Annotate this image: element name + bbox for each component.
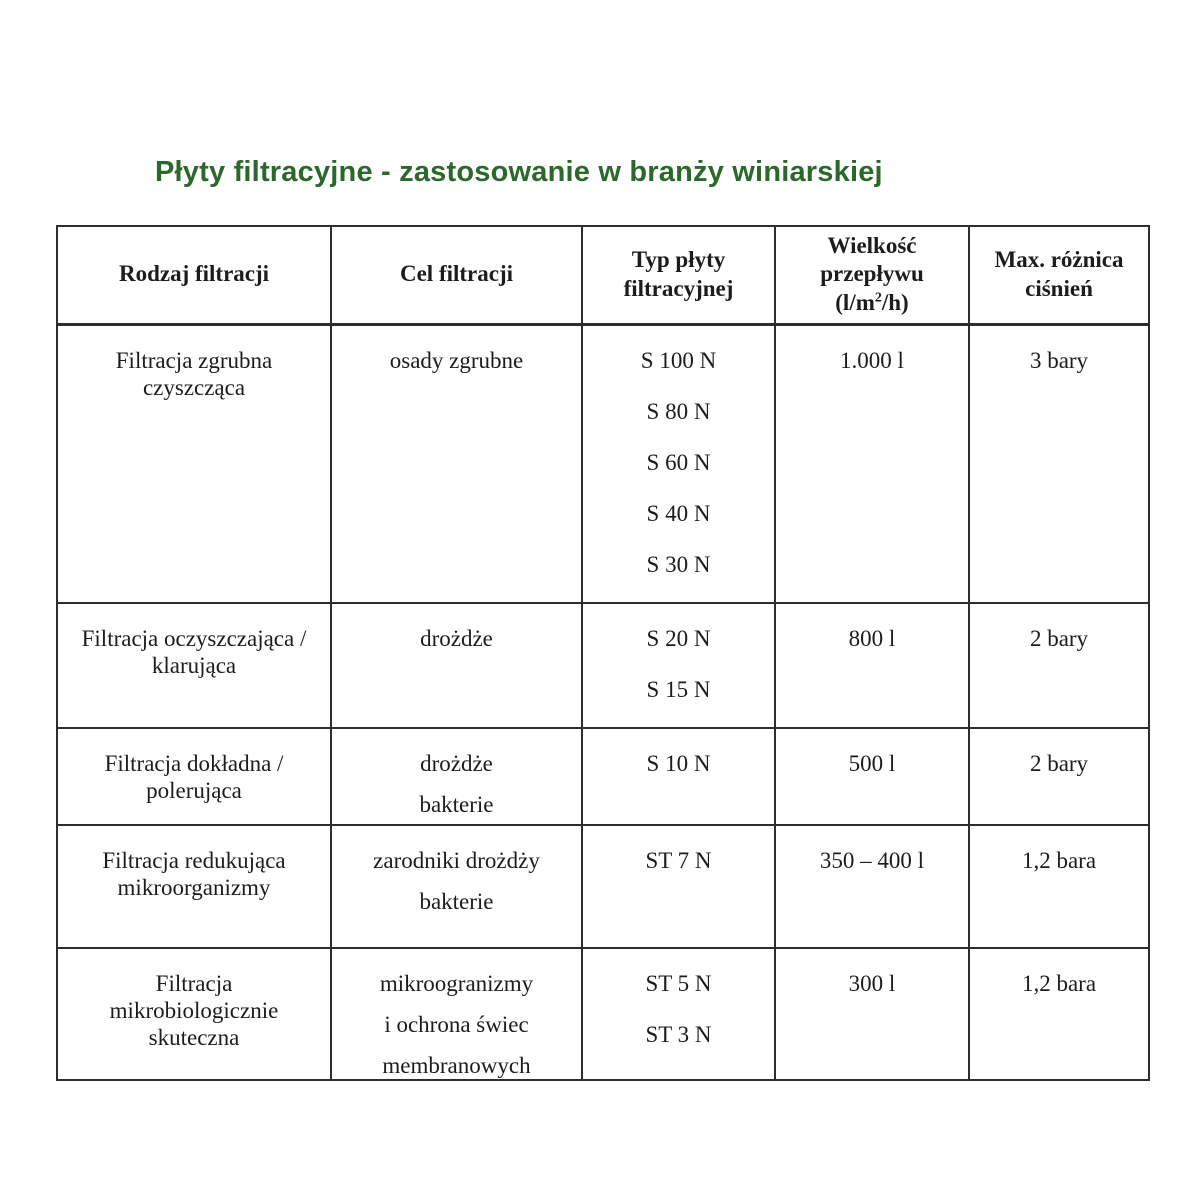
cell-rodzaj: Filtracja oczyszczająca / klarująca: [56, 601, 332, 729]
page-title: Płyty filtracyjne - zastosowanie w branż…: [155, 156, 883, 188]
table-row: Filtracja dokładna / polerująca drożdże …: [56, 726, 1150, 826]
cell-typ-plyty: ST 7 N: [581, 823, 776, 949]
col-header-rodzaj-filtracji: Rodzaj filtracji: [56, 225, 332, 326]
cell-cisnienie: 1,2 bara: [968, 823, 1150, 949]
filter-plates-table: Rodzaj filtracji Cel filtracji Typ płyty…: [56, 225, 1150, 1081]
unit-superscript: 2: [874, 290, 882, 306]
cell-cel: drożdże bakterie: [330, 726, 583, 826]
cell-rodzaj: Filtracja mikrobiologicznie skuteczna: [56, 946, 332, 1081]
cell-przeplyw: 500 l: [774, 726, 970, 826]
header-unit: (l/m2/h): [835, 290, 909, 316]
plate-type: S 100 N: [640, 347, 717, 373]
header-label: Rodzaj filtracji: [118, 261, 270, 287]
header-label-line: Wielkość: [827, 232, 917, 258]
cell-cel: mikroogranizmy i ochrona świec membranow…: [330, 946, 583, 1081]
plate-type: ST 3 N: [645, 1021, 712, 1047]
cell-przeplyw: 800 l: [774, 601, 970, 729]
table-row: Filtracja oczyszczająca / klarująca droż…: [56, 601, 1150, 729]
header-label-line: Typ płyty: [631, 247, 726, 272]
cell-cel: osady zgrubne: [330, 323, 583, 604]
header-label-line: filtracyjnej: [623, 275, 734, 301]
cell-przeplyw: 350 – 400 l: [774, 823, 970, 949]
cell-cisnienie: 2 bary: [968, 726, 1150, 826]
col-header-wielkosc-przeplywu: Wielkość przepływu (l/m2/h): [774, 225, 970, 326]
plate-type: S 20 N: [646, 625, 711, 651]
table-row: Filtracja mikrobiologicznie skuteczna mi…: [56, 946, 1150, 1081]
plate-type: S 10 N: [646, 750, 711, 776]
cell-typ-plyty: S 100 N S 80 N S 60 N S 40 N S 30 N: [581, 323, 776, 604]
cell-typ-plyty: S 10 N: [581, 726, 776, 826]
header-label: Cel filtracji: [399, 261, 514, 287]
cell-typ-plyty: ST 5 N ST 3 N: [581, 946, 776, 1081]
cell-przeplyw: 300 l: [774, 946, 970, 1081]
cell-przeplyw: 1.000 l: [774, 323, 970, 604]
cell-cisnienie: 2 bary: [968, 601, 1150, 729]
plate-type: S 60 N: [646, 449, 711, 475]
plate-type: ST 5 N: [645, 970, 712, 996]
col-header-cel-filtracji: Cel filtracji: [330, 225, 583, 326]
cell-rodzaj: Filtracja zgrubna czyszcząca: [56, 323, 332, 604]
header-label-line: Max. różnica: [994, 247, 1124, 272]
plate-type: S 15 N: [646, 676, 711, 702]
cell-rodzaj: Filtracja dokładna / polerująca: [56, 726, 332, 826]
plate-type: S 80 N: [646, 398, 711, 424]
cell-cel: drożdże: [330, 601, 583, 729]
cell-cel: zarodniki drożdży bakterie: [330, 823, 583, 949]
cell-rodzaj: Filtracja redukująca mikroorganizmy: [56, 823, 332, 949]
cell-cisnienie: 3 bary: [968, 323, 1150, 604]
table-header-row: Rodzaj filtracji Cel filtracji Typ płyty…: [56, 225, 1150, 326]
table-row: Filtracja redukująca mikroorganizmy zaro…: [56, 823, 1150, 949]
cell-cisnienie: 1,2 bara: [968, 946, 1150, 1081]
plate-type: S 30 N: [646, 551, 711, 577]
header-label-line: ciśnień: [1025, 275, 1093, 301]
plate-type: S 40 N: [646, 500, 711, 526]
table-row: Filtracja zgrubna czyszcząca osady zgrub…: [56, 323, 1150, 604]
col-header-typ-plyty: Typ płyty filtracyjnej: [581, 225, 776, 326]
cell-typ-plyty: S 20 N S 15 N: [581, 601, 776, 729]
plate-type: ST 7 N: [645, 847, 712, 873]
header-label-line: przepływu: [820, 261, 924, 287]
col-header-max-roznica-cisnien: Max. różnica ciśnień: [968, 225, 1150, 326]
